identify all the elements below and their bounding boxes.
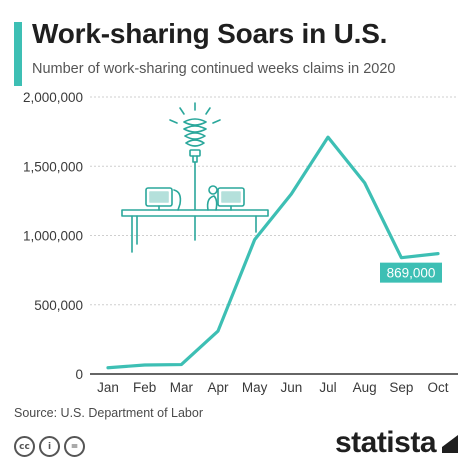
brand-name: statista — [334, 426, 437, 459]
value-annotation: 869,000 — [380, 262, 442, 283]
x-tick-label: Feb — [133, 380, 156, 395]
lightbulb-rays-icon — [169, 102, 221, 124]
x-tick-label: Mar — [170, 380, 194, 395]
x-tick-label: Jan — [97, 380, 119, 395]
office-desk-lightbulb-illustration — [121, 102, 269, 253]
chart-title: Work-sharing Soars in U.S. — [32, 18, 388, 49]
cc-icon[interactable]: cc — [14, 436, 35, 457]
title-accent-bar — [14, 22, 22, 86]
y-tick-label: 1,000,000 — [23, 229, 83, 244]
x-tick-label: Aug — [353, 380, 377, 395]
x-tick-label: Oct — [427, 380, 448, 395]
no-derivatives-icon[interactable]: = — [64, 436, 85, 457]
value-label: 869,000 — [387, 266, 436, 281]
attribution-icon[interactable]: i — [39, 436, 60, 457]
chart-subtitle: Number of work-sharing continued weeks c… — [32, 61, 396, 77]
y-tick-label: 500,000 — [34, 298, 83, 313]
axis-labels: 0 500,000 1,000,000 1,500,000 2,000,000 Jan Fe… — [23, 90, 449, 395]
computer-right-icon — [206, 185, 245, 211]
series-line-path — [106, 135, 440, 370]
y-tick-label: 2,000,000 — [23, 90, 83, 105]
statista-logo-icon — [442, 435, 458, 453]
license-badges: cc i = — [14, 436, 85, 457]
x-tick-label: Sep — [389, 380, 413, 395]
x-tick-label: May — [242, 380, 268, 395]
y-tick-label: 1,500,000 — [23, 159, 83, 174]
statista-logo[interactable]: statista — [335, 426, 460, 460]
source-note: Source: U.S. Department of Labor — [14, 406, 203, 420]
x-tick-label: Apr — [207, 380, 229, 395]
gridlines — [90, 96, 458, 375]
value-label-box — [380, 262, 442, 283]
x-tick-label: Jul — [319, 380, 336, 395]
desk-icon — [121, 209, 269, 253]
x-tick-label: Jun — [280, 380, 302, 395]
y-tick-label: 0 — [75, 367, 83, 382]
lightbulb-icon — [183, 118, 207, 211]
series-line — [106, 135, 440, 370]
computer-left-icon — [145, 187, 182, 211]
